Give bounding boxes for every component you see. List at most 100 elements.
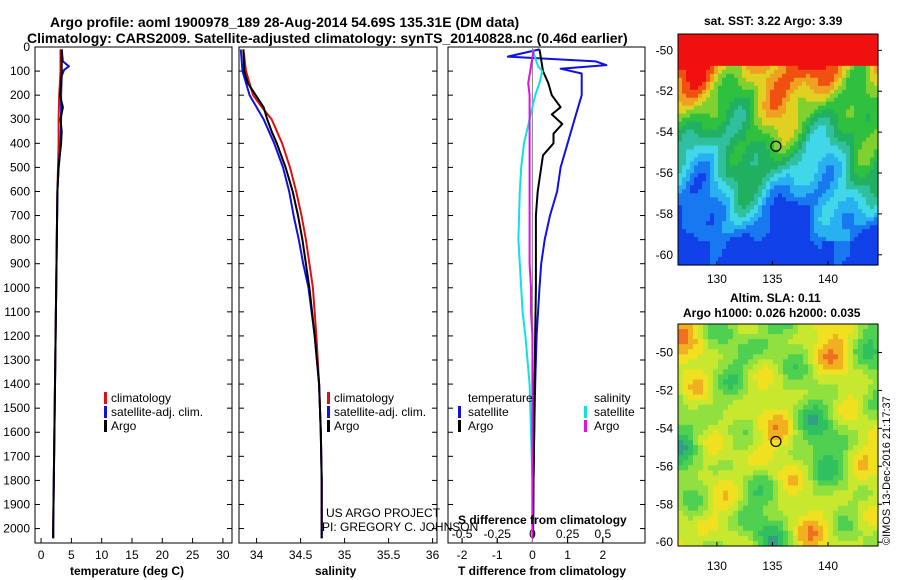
map-cell [774, 81, 779, 87]
map-cell [722, 153, 727, 159]
map-cell [838, 334, 844, 340]
map-cell [758, 520, 764, 527]
map-cell [858, 209, 863, 214]
map-cell [678, 109, 683, 115]
map-cell [733, 500, 739, 507]
map-cell [726, 253, 731, 258]
map-cell [723, 495, 729, 502]
map-cell [848, 530, 854, 537]
map-cell [828, 450, 834, 456]
map-lat-label: -56 [656, 166, 674, 180]
map-cell [698, 359, 704, 365]
map-cell [688, 530, 694, 537]
map-cell [823, 379, 829, 386]
map-cell [718, 515, 724, 522]
map-cell [734, 177, 739, 182]
temperature-tick-label: 15 [125, 548, 139, 562]
map-cell [803, 369, 809, 376]
map-cell [822, 109, 827, 115]
map-cell [842, 93, 847, 99]
map-cell [803, 440, 809, 446]
map-cell [748, 389, 754, 396]
map-cell [706, 253, 711, 258]
map-cell [778, 460, 784, 466]
map-cell [693, 495, 699, 502]
map-cell [818, 404, 824, 411]
map-cell [853, 364, 859, 371]
map-cell [870, 105, 875, 111]
map-cell [874, 225, 879, 230]
map-cell [686, 117, 691, 123]
map-cell [706, 257, 711, 262]
map-cell [858, 414, 864, 421]
map-cell [833, 334, 839, 340]
map-cell [783, 329, 789, 335]
map-cell [838, 339, 844, 345]
map-cell [778, 245, 783, 250]
map-cell [790, 37, 795, 43]
map-cell [774, 181, 779, 186]
map-cell [762, 261, 767, 266]
map-cell [710, 237, 715, 242]
map-cell [846, 81, 851, 87]
map-cell [774, 121, 779, 127]
map-cell [850, 245, 855, 250]
map-cell [858, 435, 864, 441]
map-cell [788, 339, 794, 345]
map-cell [786, 209, 791, 214]
map-cell [683, 470, 689, 476]
map-cell [822, 49, 827, 55]
map-cell [766, 233, 771, 238]
map-cell [818, 197, 823, 202]
map-cell [798, 445, 804, 451]
map-cell [678, 515, 684, 522]
map-cell [742, 193, 747, 198]
map-cell [698, 399, 704, 406]
map-cell [686, 109, 691, 115]
map-cell [822, 205, 827, 210]
map-cell [782, 241, 787, 246]
map-cell [773, 490, 779, 497]
map-cell [838, 97, 843, 103]
map-cell [793, 530, 799, 537]
map-cell [830, 249, 835, 254]
map-cell [798, 404, 804, 411]
map-cell [698, 197, 703, 202]
map-cell [746, 129, 751, 135]
map-cell [798, 49, 803, 55]
map-cell [790, 245, 795, 250]
map-cell [833, 329, 839, 335]
map-cell [730, 121, 735, 127]
map-cell [838, 429, 844, 436]
map-cell [703, 465, 709, 471]
map-cell [823, 530, 829, 537]
map-cell [774, 201, 779, 206]
map-cell [783, 525, 789, 532]
map-cell [698, 404, 704, 411]
map-cell [686, 81, 691, 87]
map-cell [818, 121, 823, 127]
map-cell [838, 197, 843, 202]
map-cell [862, 53, 867, 59]
map-cell [826, 189, 831, 194]
map-cell [703, 354, 709, 360]
map-cell [786, 133, 791, 139]
map-cell [818, 229, 823, 234]
map-cell [818, 185, 823, 190]
map-cell [723, 379, 729, 386]
map-cell [808, 429, 814, 436]
map-cell [794, 121, 799, 127]
map-cell [803, 475, 809, 482]
map-cell [818, 445, 824, 451]
map-cell [778, 153, 783, 159]
map-lat-label: -60 [656, 248, 674, 262]
map-cell [728, 465, 734, 471]
map-cell [758, 189, 763, 194]
map-cell [722, 49, 727, 55]
map-cell [782, 257, 787, 262]
map-cell [694, 149, 699, 155]
map-cell [846, 45, 851, 51]
salinity-tick-label: 34 [250, 548, 264, 562]
map-cell [794, 181, 799, 186]
map-cell [728, 399, 734, 406]
